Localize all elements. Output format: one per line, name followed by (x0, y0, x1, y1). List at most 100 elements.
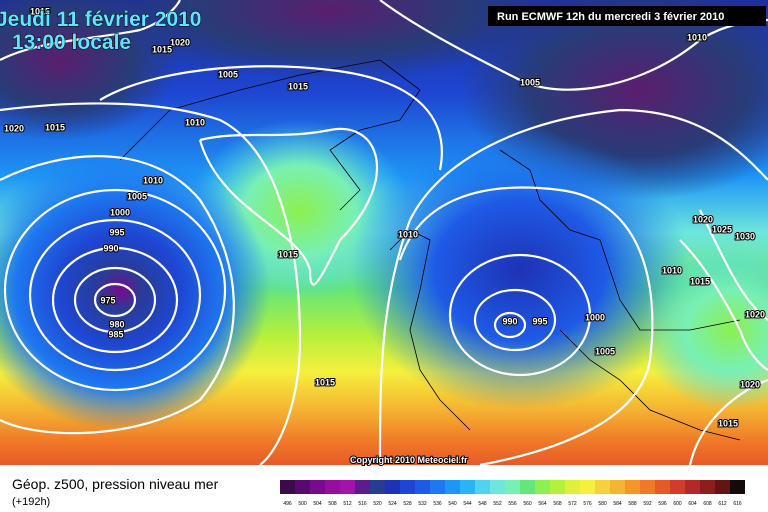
colorbar-label: 504 (313, 501, 322, 507)
isobar-label: 1015 (30, 6, 50, 16)
isobars (0, 0, 768, 465)
isobar-label: 1020 (170, 37, 190, 47)
isobar-label: 1000 (585, 312, 605, 322)
height-field (640, 250, 768, 410)
run-box (488, 6, 766, 26)
colorbar-label: 576 (583, 501, 592, 507)
isobar-label: 1010 (143, 175, 163, 185)
colorbar-cell (685, 480, 700, 494)
isobar-label: 980 (109, 319, 124, 329)
colorbar-cell (370, 480, 385, 494)
colorbar-label: 592 (643, 501, 652, 507)
isobar-label: 1015 (288, 81, 308, 91)
colorbar-cell (520, 480, 535, 494)
isobar-label: 1015 (278, 249, 298, 259)
colorbar-cell (475, 480, 490, 494)
isobar-label: 1005 (595, 346, 615, 356)
colorbar-cell (580, 480, 595, 494)
isobar-label: 1015 (45, 122, 65, 132)
colorbar-label: 584 (613, 501, 622, 507)
isobar-label: 1015 (718, 418, 738, 428)
isobar-label: 1015 (152, 44, 172, 54)
isobar-label: 1015 (690, 276, 710, 286)
isobar-label: 1020 (693, 214, 713, 224)
colorbar-label: 560 (523, 501, 532, 507)
colorbar-label: 548 (478, 501, 487, 507)
colorbar-label: 588 (628, 501, 637, 507)
colorbar-cell (280, 480, 295, 494)
isobar-label: 1010 (662, 265, 682, 275)
colorbar-label: 524 (388, 501, 397, 507)
colorbar-cell (625, 480, 640, 494)
colorbar-label: 572 (568, 501, 577, 507)
colorbar-label: 556 (508, 501, 517, 507)
colorbar-label: 580 (598, 501, 607, 507)
colorbar-label: 528 (403, 501, 412, 507)
colorbar-cell (535, 480, 550, 494)
isobar-label: 1020 (4, 123, 24, 133)
height-field (350, 130, 690, 410)
colorbar-label: 616 (733, 501, 742, 507)
colorbar-cell (730, 480, 745, 494)
isobar-label: 1020 (740, 379, 760, 389)
colorbar-cell (505, 480, 520, 494)
colorbar-cell (550, 480, 565, 494)
colorbar-label: 508 (328, 501, 337, 507)
colorbar-cell (385, 480, 400, 494)
colorbar-cell (700, 480, 715, 494)
isobar-label: 990 (103, 243, 118, 253)
colorbar-cell (610, 480, 625, 494)
colorbar-cell (640, 480, 655, 494)
colorbar-label: 496 (283, 501, 292, 507)
colorbar-label: 516 (358, 501, 367, 507)
colorbar-cell (400, 480, 415, 494)
colorbar-label: 512 (343, 501, 352, 507)
colorbar-cell (340, 480, 355, 494)
colorbar-label: 608 (703, 501, 712, 507)
height-field (0, 150, 270, 430)
colorbar-label: 612 (718, 501, 727, 507)
isobar-label: 1005 (127, 191, 147, 201)
isobar-label: 1010 (398, 229, 418, 239)
colorbar-cell (490, 480, 505, 494)
colorbar-cell (325, 480, 340, 494)
colorbar-cell (655, 480, 670, 494)
colorbar-label: 532 (418, 501, 427, 507)
colorbar-cell (415, 480, 430, 494)
colorbar-cell (670, 480, 685, 494)
isobar-label: 1010 (185, 117, 205, 127)
colorbar-cell (715, 480, 730, 494)
colorbar-label: 544 (463, 501, 472, 507)
isobar-label: 1010 (687, 32, 707, 42)
height-field (100, 0, 560, 80)
colorbar-cell (430, 480, 445, 494)
legend-title: Géop. z500, pression niveau mer (12, 476, 219, 492)
lead-time: (+192h) (12, 496, 50, 508)
colorbar-cell (595, 480, 610, 494)
isobar-label: 1020 (745, 309, 765, 319)
isobar-label: 985 (108, 329, 123, 339)
isobar-label: 990 (502, 316, 517, 326)
isobar-label: 1025 (712, 224, 732, 234)
colorbar-cell (355, 480, 370, 494)
colorbar-cell (460, 480, 475, 494)
colorbar-label: 600 (673, 501, 682, 507)
time: 13:00 locale (12, 31, 131, 54)
colorbar-label: 564 (538, 501, 547, 507)
date: Jeudi 11 février 2010 (0, 8, 201, 31)
isobar-label: 995 (532, 316, 547, 326)
isobar-label: 1030 (735, 231, 755, 241)
colorbar-cell (565, 480, 580, 494)
colorbar-label: 500 (298, 501, 307, 507)
colorbar-cell (445, 480, 460, 494)
isobar-label: 1005 (218, 69, 238, 79)
colorbar-label: 552 (493, 501, 502, 507)
colorbar-label: 568 (553, 501, 562, 507)
isobar-label: 975 (100, 295, 115, 305)
colorbar-label: 596 (658, 501, 667, 507)
colorbar-cell (295, 480, 310, 494)
colorbar-label: 520 (373, 501, 382, 507)
colorbar-label: 536 (433, 501, 442, 507)
colorbar-label: 540 (448, 501, 457, 507)
